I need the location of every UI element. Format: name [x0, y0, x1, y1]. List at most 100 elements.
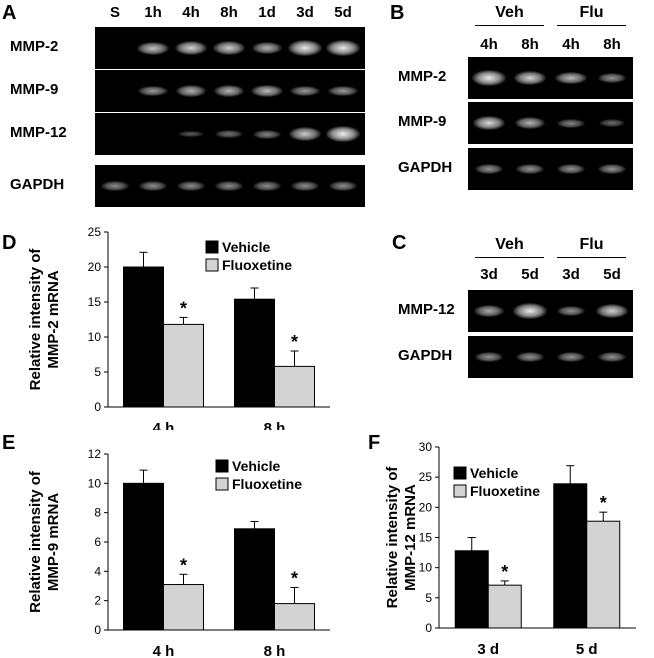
bar: [274, 365, 315, 408]
gel-strip: [95, 113, 365, 155]
gel-band: [175, 85, 207, 97]
gel-band: [178, 130, 204, 138]
gel-band: [474, 164, 504, 174]
legend-swatch: [205, 258, 219, 272]
y-tick-label: 8: [94, 506, 101, 520]
gel-band: [556, 118, 586, 128]
y-tick-label: 20: [419, 500, 433, 514]
gel-strip: [468, 336, 633, 378]
x-tick-label: 5 d: [576, 641, 598, 658]
gel-band: [251, 84, 283, 98]
lane-label: 5d: [521, 266, 539, 283]
bar: [163, 584, 204, 631]
legend-label: Fluoxetine: [222, 257, 292, 273]
x-tick-label: 4 h: [153, 420, 175, 430]
gel-band: [252, 129, 282, 139]
y-tick-label: 10: [88, 330, 102, 344]
lane-label: 1h: [144, 4, 162, 21]
gel-band: [176, 181, 206, 191]
x-tick-label: 4 h: [153, 643, 175, 658]
significance-marker: *: [180, 298, 187, 318]
lane-label: 3d: [296, 4, 314, 21]
panel-letter-c: C: [392, 232, 407, 254]
gel-band: [513, 71, 547, 85]
lane-label: S: [109, 4, 120, 21]
bar: [454, 550, 489, 629]
gel-row-label: MMP-9: [398, 113, 447, 130]
legend-label: Fluoxetine: [232, 476, 302, 492]
panel-letter-e: E: [2, 432, 16, 454]
x-tick-label: 8 h: [264, 420, 286, 430]
gel-band: [598, 119, 626, 127]
y-tick-label: 5: [425, 591, 432, 605]
y-tick-label: 4: [94, 564, 101, 578]
gel-band: [174, 41, 208, 55]
significance-marker: *: [291, 568, 298, 588]
gel-strip: [468, 148, 633, 190]
gel-row-label: GAPDH: [398, 347, 453, 364]
bar: [123, 266, 164, 408]
lane-label: 5d: [603, 266, 621, 283]
y-tick-label: 12: [88, 447, 102, 461]
gel-band: [289, 127, 321, 141]
gel-band: [515, 164, 545, 174]
bar: [234, 528, 275, 631]
gel-band: [556, 306, 586, 316]
gel-band: [514, 117, 546, 129]
gel-band: [328, 181, 358, 191]
gel-band: [515, 352, 545, 362]
bar-chart-mmp9: Relative intensity of MMP-9 mRNA 0 2 4 6 8 10 12…: [27, 447, 330, 658]
gel-band: [326, 40, 360, 56]
gel-band: [556, 164, 586, 174]
y-tick-label: 0: [94, 400, 101, 414]
lane-label: 8h: [521, 36, 539, 53]
legend-label: Vehicle: [222, 239, 270, 255]
bar: [274, 603, 315, 631]
y-tick-label: 20: [88, 260, 102, 274]
gel-band: [556, 352, 586, 362]
gel-band: [513, 303, 547, 319]
y-tick-label: 30: [419, 440, 433, 454]
group-label: Veh: [495, 4, 524, 21]
group-underline: [556, 257, 627, 258]
legend-label: Vehicle: [232, 458, 280, 474]
gel-band: [290, 85, 320, 97]
y-tick-label: 25: [419, 470, 433, 484]
significance-marker: *: [501, 562, 508, 582]
gel-band: [138, 85, 168, 97]
y-axis-label: MMP-2 mRNA: [45, 270, 62, 369]
gel-band: [555, 71, 587, 85]
y-tick-label: 0: [94, 623, 101, 637]
gel-band: [214, 181, 244, 191]
gel-band: [326, 126, 360, 142]
lane-label: 4h: [182, 4, 200, 21]
gel-strip: [95, 70, 365, 112]
gel-band: [597, 73, 627, 83]
lane-label: 5d: [334, 4, 352, 21]
panel-letter-f: F: [368, 432, 381, 454]
bar: [123, 482, 164, 631]
gel-band: [595, 304, 629, 318]
gel-band: [215, 130, 243, 138]
y-axis-label: Relative intensity of: [27, 248, 44, 391]
lane-label: 8h: [220, 4, 238, 21]
gel-band: [137, 41, 169, 55]
y-tick-label: 15: [419, 531, 433, 545]
gel-band: [213, 85, 245, 97]
panel-letter-b: B: [390, 2, 405, 24]
gel-band: [100, 181, 130, 191]
group-underline: [556, 25, 627, 26]
group-underline: [474, 25, 545, 26]
gel-row-label: MMP-2: [10, 38, 59, 55]
gel-band: [472, 115, 506, 131]
bar: [487, 584, 522, 629]
gel-band: [213, 41, 245, 55]
legend-swatch: [205, 240, 219, 254]
gel-row-label: MMP-2: [398, 68, 447, 85]
gel-row-label: MMP-12: [10, 124, 67, 141]
y-tick-label: 15: [88, 295, 102, 309]
gel-band: [597, 164, 627, 174]
lane-label: 3d: [480, 266, 498, 283]
gel-band: [252, 181, 282, 191]
bar: [163, 323, 204, 408]
